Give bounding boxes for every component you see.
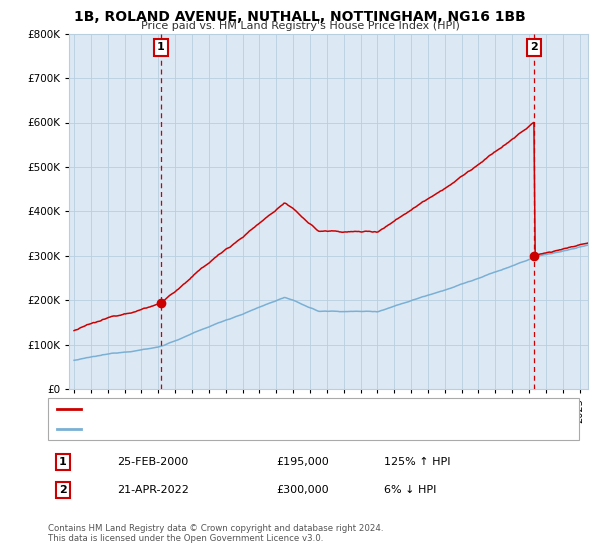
Text: 1: 1 (157, 43, 164, 53)
Text: 2: 2 (59, 485, 67, 495)
Text: 1B, ROLAND AVENUE, NUTHALL, NOTTINGHAM, NG16 1BB: 1B, ROLAND AVENUE, NUTHALL, NOTTINGHAM, … (74, 10, 526, 24)
Text: 6% ↓ HPI: 6% ↓ HPI (384, 485, 436, 495)
Text: Price paid vs. HM Land Registry's House Price Index (HPI): Price paid vs. HM Land Registry's House … (140, 21, 460, 31)
Text: £300,000: £300,000 (276, 485, 329, 495)
Text: £195,000: £195,000 (276, 457, 329, 467)
Text: 125% ↑ HPI: 125% ↑ HPI (384, 457, 451, 467)
Text: 25-FEB-2000: 25-FEB-2000 (117, 457, 188, 467)
Text: Contains HM Land Registry data © Crown copyright and database right 2024.
This d: Contains HM Land Registry data © Crown c… (48, 524, 383, 543)
Text: HPI: Average price, detached house, Broxtowe: HPI: Average price, detached house, Brox… (87, 424, 329, 433)
Text: 1: 1 (59, 457, 67, 467)
Text: 2: 2 (530, 43, 538, 53)
Text: 1B, ROLAND AVENUE, NUTHALL, NOTTINGHAM, NG16 1BB (detached house): 1B, ROLAND AVENUE, NUTHALL, NOTTINGHAM, … (87, 404, 484, 414)
Text: 21-APR-2022: 21-APR-2022 (117, 485, 189, 495)
